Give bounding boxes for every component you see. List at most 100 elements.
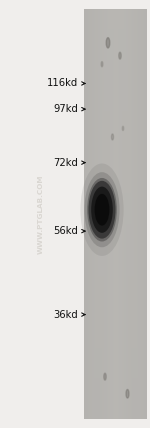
Bar [89,9,90,419]
Bar [136,9,137,419]
Bar [118,9,119,419]
Bar [142,9,143,419]
Bar [137,9,138,419]
Bar [144,9,146,419]
Bar [104,9,105,419]
Circle shape [106,38,110,48]
Ellipse shape [80,163,124,256]
Bar [84,9,147,19]
Bar [90,9,92,419]
Bar [84,409,147,419]
Ellipse shape [88,181,116,239]
Bar [132,9,133,419]
Bar [100,9,102,419]
Bar [88,9,89,419]
Bar [84,306,147,317]
Circle shape [126,389,129,398]
Bar [84,29,147,39]
Bar [84,152,147,163]
Bar [146,9,147,419]
Bar [84,296,147,306]
Circle shape [101,62,103,67]
Text: WWW.PTGLAB.COM: WWW.PTGLAB.COM [38,174,44,254]
Bar [84,142,147,152]
Bar [84,9,85,419]
Bar [84,317,147,327]
Text: 36kd: 36kd [53,309,78,320]
Bar [107,9,108,419]
Bar [84,399,147,409]
Text: 116kd: 116kd [47,78,78,89]
Bar [97,9,98,419]
Circle shape [119,52,121,59]
Bar [138,9,140,419]
Bar [116,9,117,419]
Bar [140,9,141,419]
Bar [85,9,87,419]
Bar [84,255,147,265]
Bar [121,9,122,419]
Bar [84,163,147,173]
Bar [105,9,107,419]
Bar [84,368,147,378]
Bar [84,214,147,224]
Bar [102,9,103,419]
Bar [84,193,147,204]
Bar [143,9,144,419]
Bar [128,9,129,419]
Bar [84,378,147,389]
Bar [84,358,147,368]
Bar [129,9,131,419]
Bar [84,235,147,245]
Bar [84,327,147,337]
Bar [123,9,124,419]
Bar [84,389,147,399]
Bar [92,9,93,419]
Bar [124,9,126,419]
Bar [110,9,112,419]
Bar [109,9,110,419]
Text: 72kd: 72kd [53,158,78,168]
Bar [84,39,147,50]
Bar [84,204,147,214]
Bar [95,9,97,419]
Bar [84,9,147,419]
Circle shape [104,373,106,380]
Bar [84,265,147,276]
Bar [134,9,136,419]
Bar [131,9,132,419]
Bar [103,9,104,419]
Bar [84,183,147,193]
Bar [84,60,147,70]
Bar [119,9,121,419]
Bar [84,80,147,91]
Bar [98,9,99,419]
Bar [87,9,88,419]
Text: 97kd: 97kd [53,104,78,114]
Bar [84,101,147,111]
Bar [84,348,147,358]
Bar [84,173,147,183]
Bar [84,50,147,60]
Bar [84,91,147,101]
Bar [84,286,147,296]
Bar [114,9,116,419]
Text: 56kd: 56kd [53,226,78,236]
Circle shape [122,126,124,131]
Ellipse shape [87,178,117,241]
Bar [84,276,147,286]
Bar [84,245,147,255]
Ellipse shape [84,172,120,247]
Bar [108,9,109,419]
Bar [84,132,147,142]
Ellipse shape [91,187,113,233]
Bar [84,111,147,122]
Bar [127,9,128,419]
Bar [94,9,95,419]
Bar [112,9,113,419]
Bar [84,224,147,235]
Bar [84,70,147,80]
Circle shape [111,134,114,140]
Bar [84,19,147,29]
Bar [133,9,134,419]
